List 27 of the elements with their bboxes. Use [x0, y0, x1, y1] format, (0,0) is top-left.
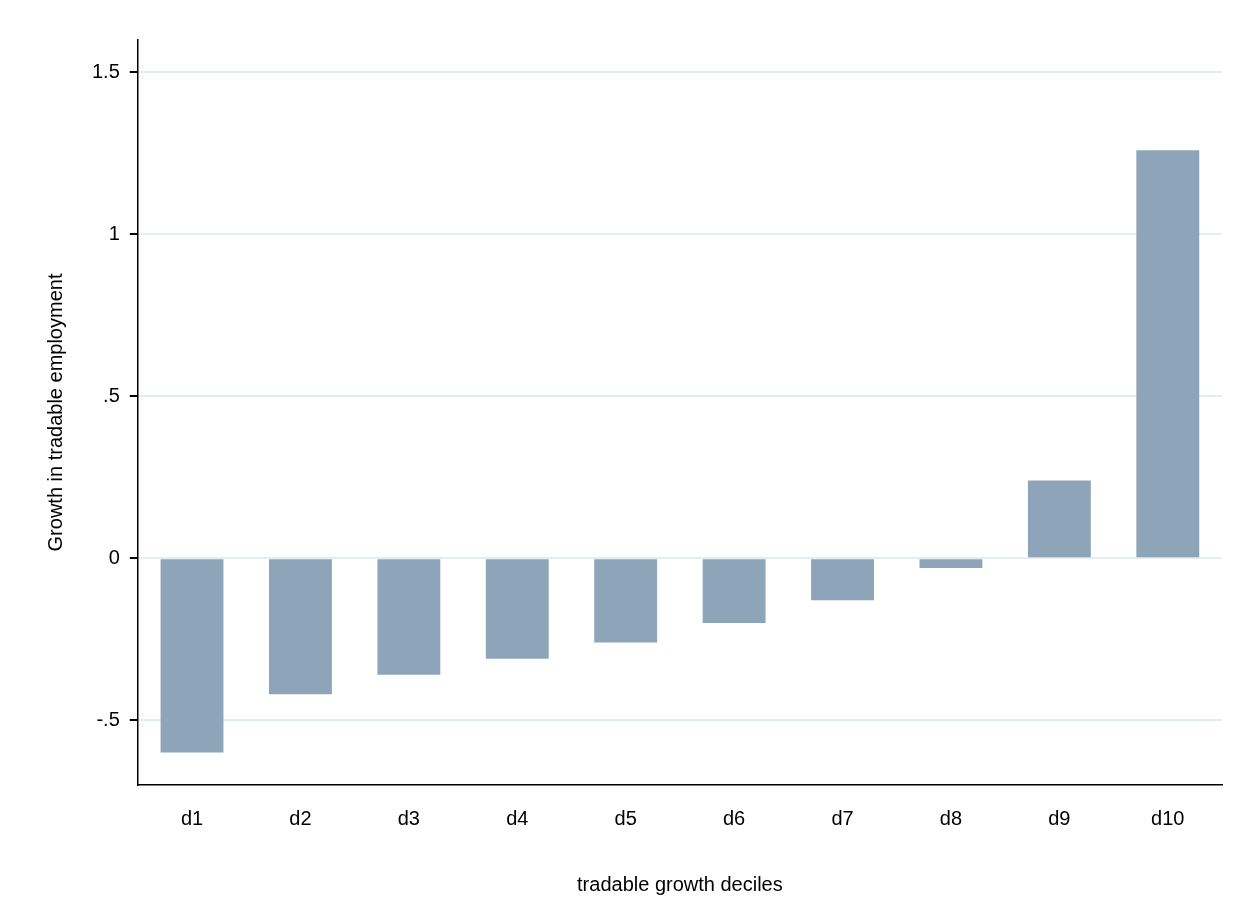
- y-axis-title: Growth in tradable employment: [43, 273, 66, 552]
- x-axis-title: tradable growth deciles: [577, 872, 783, 895]
- y-tick-label: .5: [103, 383, 120, 406]
- y-tick-label: 1: [108, 221, 120, 244]
- bar: [377, 559, 441, 675]
- x-tick-label: d5: [614, 806, 637, 829]
- y-tick-label: -.5: [96, 707, 120, 730]
- x-tick-label: d4: [506, 806, 529, 829]
- x-tick-label: d10: [1151, 806, 1185, 829]
- bar: [160, 559, 224, 753]
- bar: [1136, 150, 1200, 558]
- x-tick-label: d8: [939, 806, 963, 829]
- bar: [1027, 480, 1091, 558]
- bar: [919, 559, 983, 568]
- y-tick-label: 1.5: [91, 59, 120, 82]
- bar: [485, 559, 549, 659]
- x-tick-label: d7: [831, 806, 854, 829]
- bar: [702, 559, 766, 624]
- bar: [268, 559, 332, 695]
- x-tick-label: d6: [722, 806, 746, 829]
- x-tick-label: d9: [1048, 806, 1071, 829]
- y-tick-label: 0: [108, 545, 120, 568]
- bar: [811, 559, 874, 601]
- bar: [594, 559, 658, 643]
- x-tick-label: d1: [180, 806, 204, 829]
- x-tick-label: d2: [289, 806, 312, 829]
- x-tick-label: d3: [397, 806, 420, 829]
